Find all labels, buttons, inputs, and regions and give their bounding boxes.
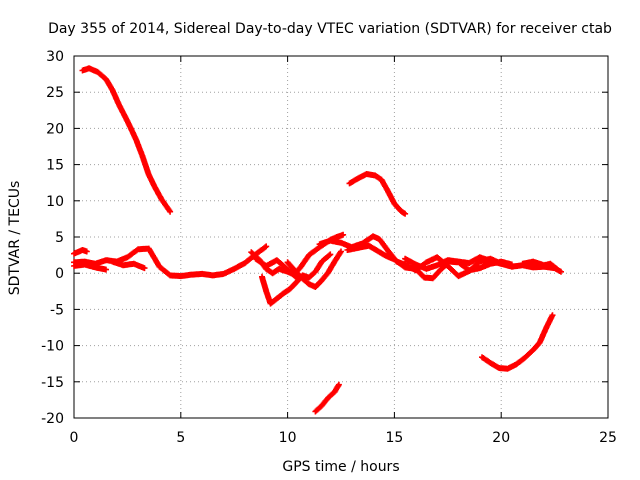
- data-point-markers: [479, 312, 556, 372]
- data-point-markers: [71, 261, 109, 273]
- series-arc-14: [346, 171, 409, 217]
- data-point-markers: [519, 258, 560, 272]
- y-tick-label: -10: [41, 339, 64, 355]
- grid-lines: [74, 56, 608, 418]
- y-tick-label: -20: [41, 411, 64, 427]
- series-arc-12: [402, 254, 505, 272]
- data-point-markers: [79, 65, 174, 215]
- axis-ticks: 0 5 10 15 20 25 -20 -15 -10 -5 0 5 10 15 20 25 30: [41, 49, 617, 446]
- data-point-markers: [71, 247, 90, 257]
- x-tick-label: 0: [70, 430, 79, 446]
- y-tick-label: -5: [50, 302, 64, 318]
- y-tick-label: 25: [46, 85, 64, 101]
- data-point-markers: [71, 243, 270, 280]
- x-tick-label: 15: [385, 430, 403, 446]
- y-tick-label: 5: [55, 230, 64, 246]
- series-arc-9: [252, 255, 302, 282]
- series-arc-15: [479, 312, 556, 372]
- y-axis-label: SDTVAR / TECUs: [7, 181, 23, 296]
- y-tick-label: 20: [46, 121, 64, 137]
- x-tick-label: 20: [492, 430, 510, 446]
- x-tick-label: 5: [176, 430, 185, 446]
- series-arc-2: [71, 243, 270, 280]
- y-tick-label: -15: [41, 375, 64, 391]
- data-point-markers: [402, 254, 505, 272]
- data-point-markers: [259, 251, 334, 307]
- x-tick-label: 25: [599, 430, 617, 446]
- x-axis-label: GPS time / hours: [282, 459, 399, 475]
- series-arc-3: [71, 247, 90, 257]
- data-point-markers: [109, 258, 148, 272]
- chart-title: Day 355 of 2014, Sidereal Day-to-day VTE…: [48, 21, 612, 37]
- x-tick-label: 10: [279, 430, 297, 446]
- y-tick-label: 0: [55, 266, 64, 282]
- series-arc-16: [312, 381, 342, 415]
- data-series: [71, 65, 564, 415]
- y-tick-label: 10: [46, 194, 64, 210]
- series-arc-5: [109, 258, 148, 272]
- data-point-markers: [284, 248, 344, 290]
- y-tick-label: 15: [46, 158, 64, 174]
- series-arc-4: [71, 261, 109, 273]
- series-arc-8: [284, 248, 344, 290]
- y-tick-label: 30: [46, 49, 64, 65]
- series-arc-1: [79, 65, 174, 215]
- data-point-markers: [252, 255, 302, 282]
- series-arc-7: [259, 251, 334, 307]
- data-point-markers: [346, 171, 409, 217]
- data-point-markers: [312, 381, 342, 415]
- series-arc-13: [519, 258, 560, 272]
